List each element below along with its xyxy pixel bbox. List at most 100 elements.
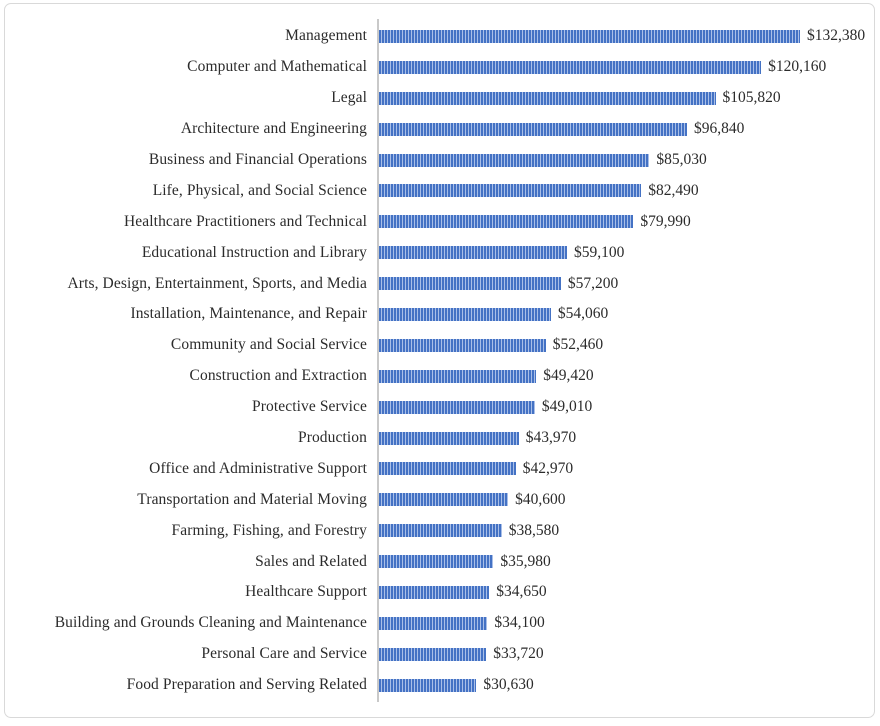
plot-area-row: $82,490 [377,175,874,206]
chart-card: Management $132,380 Computer and Mathema… [4,3,875,718]
plot-area-row: $40,600 [377,484,874,515]
bar [379,184,642,198]
category-label: Healthcare Practitioners and Technical [124,212,367,230]
plot-area-row: $59,100 [377,237,874,268]
bar-row: Farming, Fishing, and Forestry $38,580 [5,515,874,546]
bar [379,122,687,136]
value-label: $35,980 [500,552,551,570]
value-label: $30,630 [483,676,534,694]
category-label: Life, Physical, and Social Science [152,181,367,199]
bar [379,307,551,321]
bar-row: Management $132,380 [5,21,874,52]
bar [379,29,800,43]
plot-area-row: $49,420 [377,361,874,392]
category-label: Arts, Design, Entertainment, Sports, and… [67,274,367,292]
value-label: $43,970 [525,429,577,447]
plot-area-row: $120,160 [377,52,874,83]
plot-area-row: $49,010 [377,392,874,423]
category-label: Transportation and Material Moving [137,490,367,508]
bar-row: Community and Social Service $52,460 [5,330,874,361]
value-label: $132,380 [807,27,866,45]
category-label: Architecture and Engineering [180,120,367,138]
value-label: $120,160 [768,58,827,76]
plot-area-row: $96,840 [377,114,874,145]
bar-row: Transportation and Material Moving $40,6… [5,484,874,515]
category-label: Building and Grounds Cleaning and Mainte… [54,614,367,632]
bar [379,493,509,507]
plot-area-row: $33,720 [377,639,874,670]
bar [379,555,494,569]
plot-area-row: $34,100 [377,608,874,639]
bar-row: Office and Administrative Support $42,97… [5,453,874,484]
bar-row: Business and Financial Operations $85,03… [5,145,874,176]
value-label: $79,990 [640,212,691,230]
bar-row: Construction and Extraction $49,420 [5,361,874,392]
value-label: $59,100 [574,243,625,261]
bar-row: Healthcare Practitioners and Technical $… [5,206,874,237]
bar [379,277,561,291]
value-label: $34,650 [496,583,547,601]
category-label: Business and Financial Operations [148,151,367,168]
category-label: Office and Administrative Support [149,459,367,477]
bar-row: Legal $105,820 [5,83,874,114]
plot-area-row: $35,980 [377,546,874,577]
category-label: Installation, Maintenance, and Repair [130,305,367,323]
bar-row: Architecture and Engineering $96,840 [5,114,874,145]
value-label: $40,600 [515,490,566,508]
bar-row: Arts, Design, Entertainment, Sports, and… [5,268,874,299]
bar-row: Sales and Related $35,980 [5,546,874,577]
bar-row: Life, Physical, and Social Science $82,4… [5,175,874,206]
bar [379,616,488,630]
bar [379,524,502,538]
bar [379,215,634,229]
plot-area-row: $54,060 [377,299,874,330]
plot-area-row: $52,460 [377,330,874,361]
plot-area-row: $57,200 [377,268,874,299]
category-label: Computer and Mathematical [187,58,367,76]
bar [379,431,519,445]
category-label: Personal Care and Service [201,645,367,663]
bar-chart: Management $132,380 Computer and Mathema… [5,21,874,701]
value-label: $52,460 [552,336,604,354]
value-label: $33,720 [493,645,544,663]
value-label: $49,010 [541,398,593,416]
bar-row: Protective Service $49,010 [5,392,874,423]
plot-area-row: $132,380 [377,21,874,52]
category-label: Construction and Extraction [189,367,367,385]
value-label: $34,100 [494,614,545,632]
plot-area-row: $34,650 [377,577,874,608]
category-label: Sales and Related [255,552,367,570]
bar [379,338,546,352]
plot-area-row: $43,970 [377,423,874,454]
bar [379,153,650,167]
bar [379,369,537,383]
category-label: Production [297,429,367,447]
category-label: Healthcare Support [245,583,367,601]
plot-area-row: $38,580 [377,515,874,546]
value-label: $42,970 [522,459,574,477]
value-label: $49,420 [543,367,594,385]
bar [379,400,535,414]
category-label: Legal [331,89,367,107]
bar [379,678,477,692]
plot-area-row: $30,630 [377,670,874,701]
bar [379,91,716,105]
value-label: $82,490 [648,181,699,199]
value-label: $57,200 [567,274,619,292]
bar [379,246,567,260]
category-label: Food Preparation and Serving Related [126,676,367,694]
category-label: Educational Instruction and Library [141,243,367,261]
plot-area-row: $42,970 [377,453,874,484]
bar-row: Building and Grounds Cleaning and Mainte… [5,608,874,639]
plot-area-row: $85,030 [377,145,874,176]
value-label: $105,820 [722,89,781,107]
category-label: Management [285,27,367,45]
bar-row: Educational Instruction and Library $59,… [5,237,874,268]
bar-row: Food Preparation and Serving Related $30… [5,670,874,701]
y-axis-line [377,19,379,702]
bar [379,462,516,476]
bar-row: Installation, Maintenance, and Repair $5… [5,299,874,330]
bar [379,60,762,74]
value-label: $96,840 [694,120,745,138]
bar-row: Healthcare Support $34,650 [5,577,874,608]
